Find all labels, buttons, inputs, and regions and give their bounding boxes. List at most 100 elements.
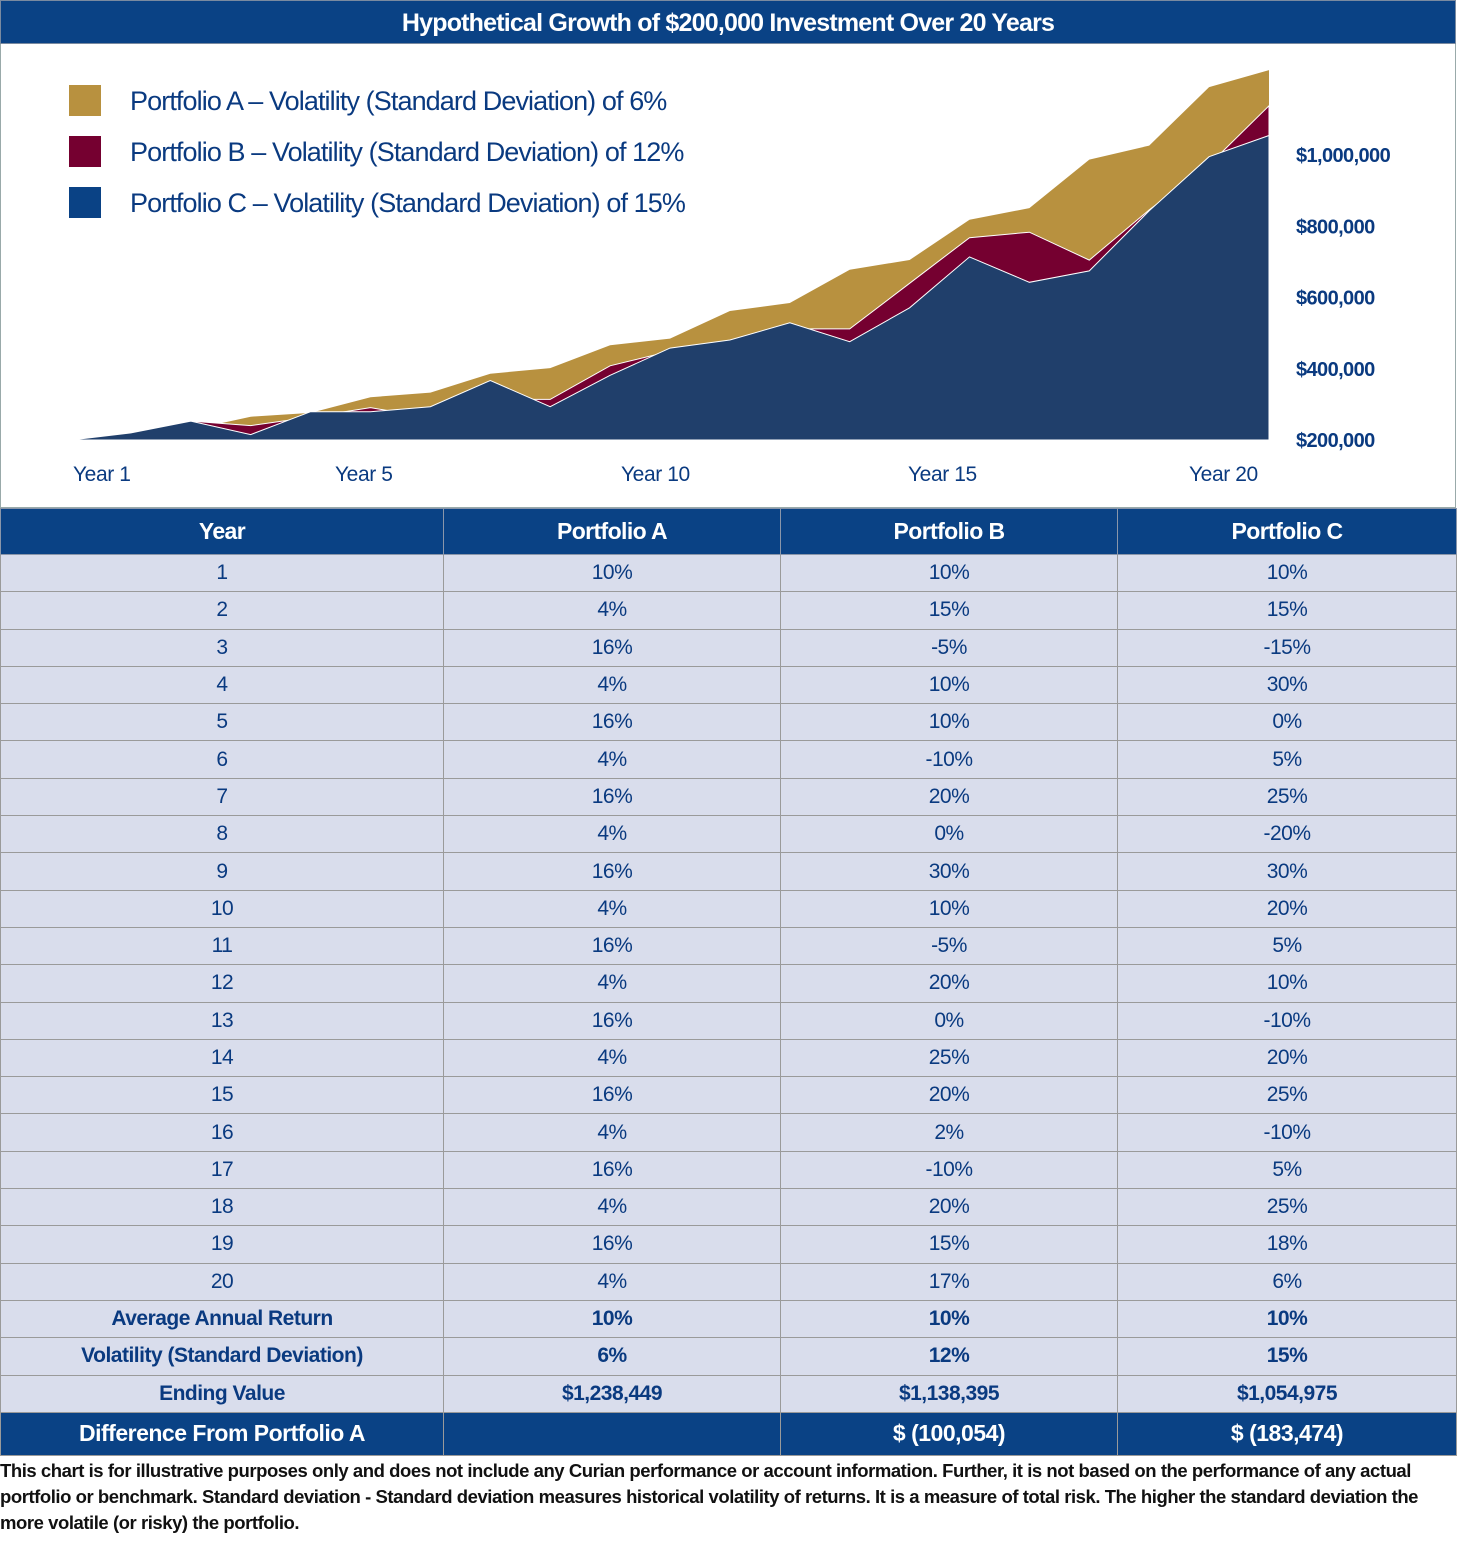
table-cell: 10% bbox=[1117, 964, 1457, 1003]
x-tick-label: Year 20 bbox=[1189, 463, 1258, 486]
table-row: 1 10% 10% 10% bbox=[0, 553, 1457, 593]
y-tick-label: $800,000 bbox=[1296, 216, 1375, 238]
table-cell: 5 bbox=[0, 703, 444, 742]
table-row: 16 4% 2% -10% bbox=[0, 1113, 1457, 1152]
table-header-row: Year Portfolio A Portfolio B Portfolio C bbox=[0, 508, 1457, 555]
column-header: Year bbox=[0, 508, 444, 555]
table-row: 12 4% 20% 10% bbox=[0, 964, 1457, 1003]
table-row: 14 4% 25% 20% bbox=[0, 1038, 1457, 1078]
table-cell: 10% bbox=[780, 703, 1118, 742]
legend-label: Portfolio B – Volatility (Standard Devia… bbox=[130, 137, 684, 167]
table-cell: $ (100,054) bbox=[780, 1411, 1118, 1456]
table-cell: Difference From Portfolio A bbox=[0, 1411, 444, 1456]
y-tick-label: $600,000 bbox=[1296, 288, 1375, 310]
table-cell: 4% bbox=[443, 665, 781, 705]
table-cell: 4% bbox=[443, 1113, 781, 1152]
table-cell: 5% bbox=[1117, 926, 1457, 966]
table-row: 4 4% 10% 30% bbox=[0, 665, 1457, 705]
table-cell: 10% bbox=[443, 1299, 781, 1339]
table-cell: 17 bbox=[0, 1150, 444, 1190]
table-cell: 2 bbox=[0, 591, 444, 630]
x-tick-label: Year 15 bbox=[908, 463, 977, 486]
table-cell: 16% bbox=[443, 926, 781, 966]
column-header: Portfolio B bbox=[780, 508, 1118, 555]
x-tick-label: Year 1 bbox=[73, 463, 131, 486]
table-row: 6 4% -10% 5% bbox=[0, 740, 1457, 779]
table-cell: $1,138,395 bbox=[780, 1374, 1118, 1413]
difference-row: Difference From Portfolio A $ (100,054) $ … bbox=[0, 1411, 1457, 1456]
table-cell: 0% bbox=[780, 1001, 1118, 1040]
table-row: 18 4% 20% 25% bbox=[0, 1188, 1457, 1227]
table-cell: 10% bbox=[780, 889, 1118, 928]
table-cell: 10% bbox=[780, 665, 1118, 705]
table-cell: 6 bbox=[0, 740, 444, 779]
table-cell: 16% bbox=[443, 628, 781, 667]
growth-area-chart: $200,000 $400,000 $600,000 $800,000 $1,000,0… bbox=[69, 70, 1391, 486]
table-row: 2 4% 15% 15% bbox=[0, 591, 1457, 630]
table-cell: 7 bbox=[0, 777, 444, 817]
table-cell: 25% bbox=[780, 1038, 1118, 1078]
table-cell: 16 bbox=[0, 1113, 444, 1152]
table-row: 13 16% 0% -10% bbox=[0, 1001, 1457, 1040]
table-cell: 18% bbox=[1117, 1225, 1457, 1264]
table-cell: 4% bbox=[443, 591, 781, 630]
table-cell: 10% bbox=[1117, 553, 1457, 593]
table-cell: -5% bbox=[780, 926, 1118, 966]
table-cell: Volatility (Standard Deviation) bbox=[0, 1337, 444, 1376]
table-cell: 4% bbox=[443, 1262, 781, 1301]
table-cell: 0% bbox=[1117, 703, 1457, 742]
chart-title: Hypothetical Growth of $200,000 Investme… bbox=[0, 0, 1456, 44]
summary-row: Volatility (Standard Deviation) 6% 12% 15% bbox=[0, 1337, 1457, 1376]
table-cell: 16% bbox=[443, 1001, 781, 1040]
table-row: 15 16% 20% 25% bbox=[0, 1076, 1457, 1115]
table-cell: $1,238,449 bbox=[443, 1374, 781, 1413]
table-cell: 16% bbox=[443, 1225, 781, 1264]
table-row: 3 16% -5% -15% bbox=[0, 628, 1457, 667]
table-cell: 25% bbox=[1117, 777, 1457, 817]
table-cell: 15% bbox=[780, 591, 1118, 630]
table-cell: 4% bbox=[443, 1188, 781, 1227]
table-row: 20 4% 17% 6% bbox=[0, 1262, 1457, 1301]
table-cell: 15% bbox=[1117, 591, 1457, 630]
column-header: Portfolio C bbox=[1117, 508, 1457, 555]
x-tick-label: Year 10 bbox=[621, 463, 690, 486]
table-cell: 20% bbox=[780, 777, 1118, 817]
series-area-c bbox=[70, 134, 1270, 441]
x-tick-label: Year 5 bbox=[335, 463, 393, 486]
table-row: 5 16% 10% 0% bbox=[0, 703, 1457, 742]
table-cell: -20% bbox=[1117, 815, 1457, 854]
table-cell: 17% bbox=[780, 1262, 1118, 1301]
table-cell: 19 bbox=[0, 1225, 444, 1264]
table-cell: 20% bbox=[1117, 889, 1457, 928]
table-cell: 4% bbox=[443, 889, 781, 928]
table-row: 11 16% -5% 5% bbox=[0, 926, 1457, 966]
table-cell bbox=[443, 1411, 781, 1456]
table-cell: 1 bbox=[0, 553, 444, 593]
table-cell: 10% bbox=[443, 553, 781, 593]
table-cell: 2% bbox=[780, 1113, 1118, 1152]
table-cell: $1,054,975 bbox=[1117, 1374, 1457, 1413]
summary-row: Ending Value $1,238,449 $1,138,395 $1,054,9… bbox=[0, 1374, 1457, 1413]
table-cell: 20% bbox=[780, 1076, 1118, 1115]
table-cell: 16% bbox=[443, 852, 781, 891]
table-row: 10 4% 10% 20% bbox=[0, 889, 1457, 928]
legend-swatch bbox=[69, 136, 101, 167]
table-cell: -10% bbox=[780, 740, 1118, 779]
table-cell: 20 bbox=[0, 1262, 444, 1301]
table-cell: 4% bbox=[443, 1038, 781, 1078]
table-cell: 25% bbox=[1117, 1188, 1457, 1227]
legend-label: Portfolio C – Volatility (Standard Devia… bbox=[130, 188, 686, 218]
table-cell: 20% bbox=[780, 1188, 1118, 1227]
table-cell: -10% bbox=[780, 1150, 1118, 1190]
column-header: Portfolio A bbox=[443, 508, 781, 555]
table-cell: 4% bbox=[443, 964, 781, 1003]
table-cell: 10% bbox=[780, 1299, 1118, 1339]
table-cell: 30% bbox=[1117, 665, 1457, 705]
table-cell: 6% bbox=[1117, 1262, 1457, 1301]
legend-swatch bbox=[69, 85, 101, 116]
table-cell: 25% bbox=[1117, 1076, 1457, 1115]
y-tick-label: $400,000 bbox=[1296, 359, 1375, 381]
table-cell: 10 bbox=[0, 889, 444, 928]
table-row: 9 16% 30% 30% bbox=[0, 852, 1457, 891]
